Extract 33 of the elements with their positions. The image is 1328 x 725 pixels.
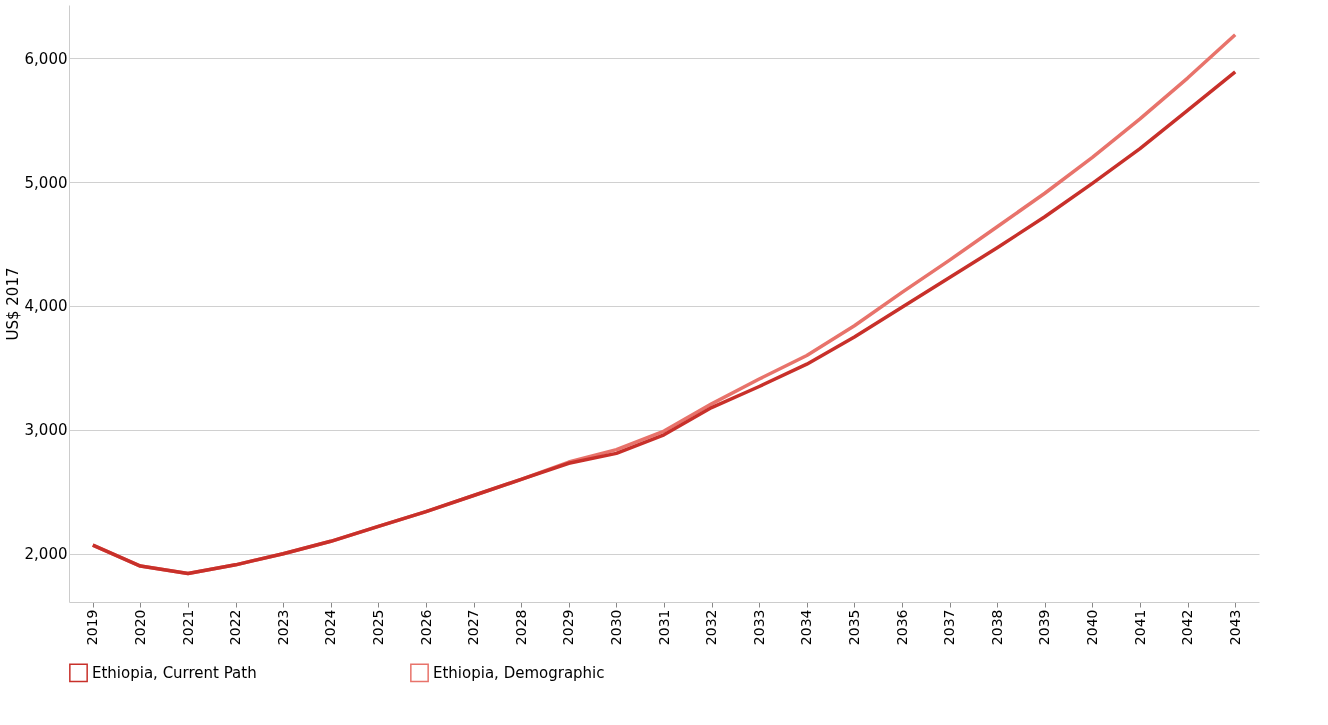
x-tick-label: 2041 [1131,609,1148,646]
x-tick-label: 2022 [227,609,244,646]
x-tick-label: 2040 [1083,609,1100,646]
y-tick-label: 3,000 [24,421,68,440]
x-tick-label: 2029 [560,609,577,646]
legend-label: Ethiopia, Current Path [92,663,257,682]
x-tick-label: 2030 [607,609,624,646]
y-tick-label: 4,000 [24,297,68,316]
x-tick-label: 2036 [893,609,910,646]
x-tick-label: 2026 [417,609,434,646]
x-tick-label: 2038 [988,609,1005,646]
x-tick-label: 2039 [1036,609,1053,646]
x-tick-label: 2025 [369,609,386,646]
y-axis-title: US$ 2017 [3,267,22,341]
x-tick-label: 2037 [941,609,958,646]
x-tick-label: 2034 [798,609,815,646]
x-tick-label: 2024 [322,609,339,646]
x-tick-label: 2020 [131,609,148,646]
x-tick-label: 2019 [84,609,101,646]
x-tick-label: 2031 [655,609,672,646]
x-tick-label: 2043 [1226,609,1243,646]
x-tick-label: 2033 [750,609,767,646]
legend-label: Ethiopia, Demographic [433,663,605,682]
y-tick-label: 5,000 [24,173,68,192]
x-tick-label: 2021 [179,609,196,646]
x-tick-label: 2028 [512,609,529,646]
x-tick-label: 2042 [1179,609,1196,646]
y-tick-label: 6,000 [24,49,68,68]
x-tick-label: 2023 [274,609,291,646]
x-tick-label: 2035 [845,609,862,646]
x-tick-label: 2027 [465,609,482,646]
y-tick-label: 2,000 [24,545,68,564]
x-tick-label: 2032 [703,609,720,646]
